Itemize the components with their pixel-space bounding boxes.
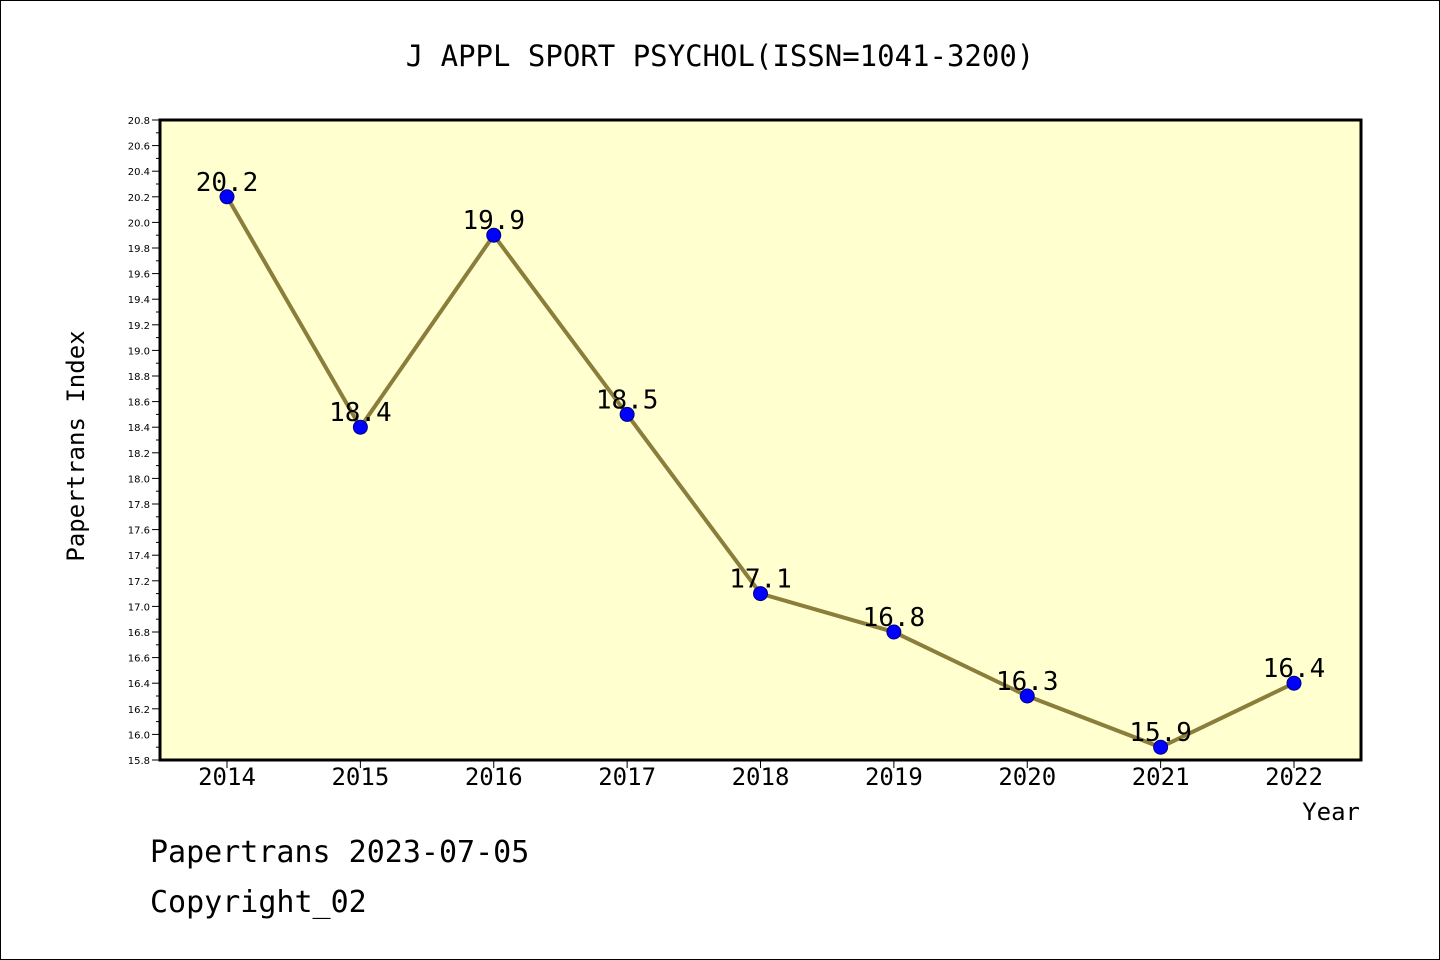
y-tick-label: 19.6 — [128, 270, 150, 281]
data-label: 18.4 — [329, 398, 392, 428]
data-point — [753, 586, 768, 602]
x-tick-label: 2014 — [198, 763, 256, 791]
y-tick-label: 19.2 — [128, 321, 150, 332]
y-tick-label: 20.8 — [128, 116, 150, 127]
y-tick-label: 17.4 — [128, 551, 150, 562]
series-line-group: 20.2 18.4 19.9 18.5 17.1 16.8 16.3 15.9 16.4 — [196, 168, 1326, 755]
y-tick-label: 17.2 — [128, 577, 150, 588]
x-axis: 2014 2015 2016 2017 2018 2019 2020 2021 2022 — [198, 760, 1323, 791]
footer-date: Papertrans 2023-07-05 — [150, 835, 530, 870]
y-axis: 15.8 16.0 16.2 16.4 16.6 16.8 17.0 17.2 17.4 17.6… — [128, 116, 160, 767]
data-label: 19.9 — [462, 206, 525, 236]
y-tick-label: 19.4 — [128, 295, 150, 306]
data-label: 16.4 — [1263, 654, 1326, 684]
y-tick-label: 19.8 — [128, 244, 150, 255]
y-tick-label: 16.4 — [128, 679, 150, 690]
y-tick-label: 16.8 — [128, 628, 150, 639]
y-tick-label: 18.8 — [128, 372, 150, 383]
x-tick-label: 2019 — [865, 763, 923, 791]
y-tick-label: 16.0 — [128, 730, 150, 741]
plot-area — [158, 118, 1363, 762]
y-tick-label: 18.6 — [128, 398, 150, 409]
y-tick-label: 18.2 — [128, 449, 150, 460]
y-tick-label: 17.0 — [128, 602, 150, 613]
x-tick-label: 2020 — [998, 763, 1056, 791]
data-point — [219, 189, 235, 205]
data-label: 15.9 — [1129, 718, 1192, 748]
data-label: 16.3 — [996, 667, 1059, 697]
y-tick-label: 20.2 — [128, 193, 150, 204]
data-point — [886, 624, 902, 640]
x-tick-label: 2021 — [1132, 763, 1190, 791]
y-tick-label: 17.8 — [128, 500, 150, 511]
y-tick-label: 16.2 — [128, 705, 150, 716]
y-tick-label: 18.4 — [128, 423, 150, 434]
data-label: 16.8 — [863, 603, 926, 633]
data-point — [619, 406, 635, 422]
x-axis-label: Year — [1302, 798, 1360, 826]
data-point — [1019, 688, 1035, 704]
y-tick-label: 20.6 — [128, 142, 150, 153]
y-tick-label: 18.0 — [128, 474, 150, 485]
data-point — [352, 419, 368, 435]
y-tick-label: 16.6 — [128, 654, 150, 665]
data-point — [486, 227, 502, 243]
data-point — [1153, 739, 1169, 755]
x-tick-label: 2017 — [598, 763, 656, 791]
y-tick-label: 15.8 — [128, 756, 150, 767]
data-label: 17.1 — [729, 565, 792, 595]
data-point — [1286, 675, 1302, 691]
y-tick-label: 20.0 — [128, 218, 150, 229]
data-label: 18.5 — [596, 385, 659, 415]
y-tick-label: 19.0 — [128, 346, 150, 357]
y-axis-label: Papertrans Index — [62, 330, 90, 561]
y-tick-label: 20.4 — [128, 167, 150, 178]
x-tick-label: 2022 — [1265, 763, 1323, 791]
x-tick-label: 2018 — [732, 763, 790, 791]
x-tick-label: 2015 — [331, 763, 389, 791]
chart-title: J APPL SPORT PSYCHOL(ISSN=1041-3200) — [406, 39, 1035, 73]
y-tick-label: 17.6 — [128, 526, 150, 537]
data-label: 20.2 — [196, 168, 259, 198]
x-tick-label: 2016 — [465, 763, 523, 791]
footer-copyright: Copyright_02 — [150, 885, 367, 920]
